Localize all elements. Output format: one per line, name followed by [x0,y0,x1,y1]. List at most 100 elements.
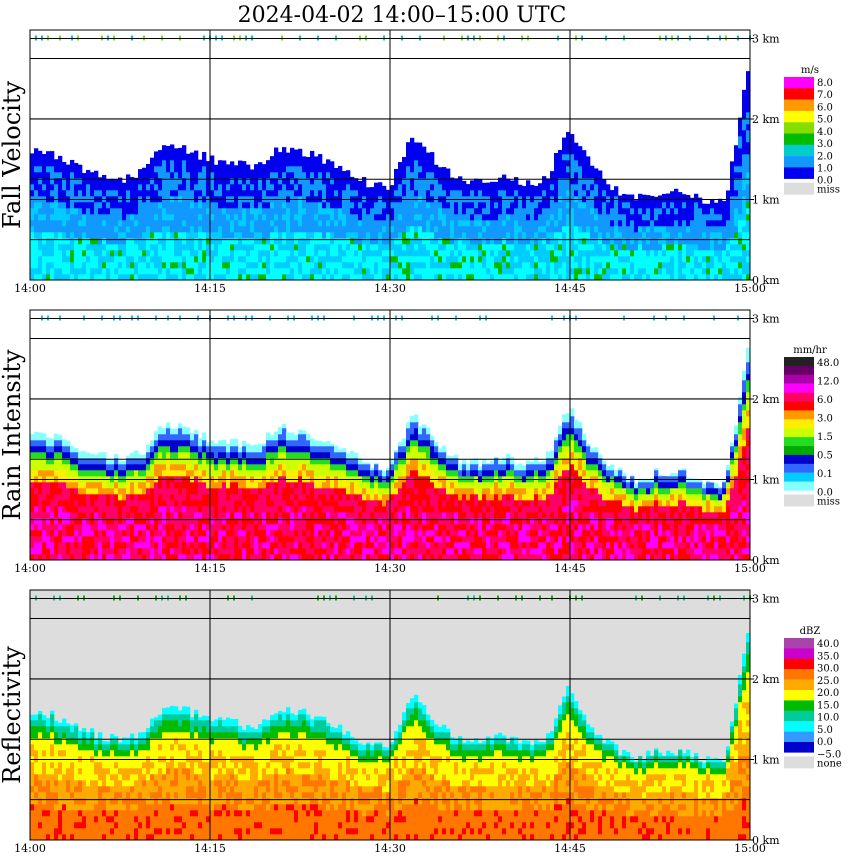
echo-cell [634,268,639,275]
echo-cell [194,429,199,435]
echo-cell [698,226,703,233]
echo-cell [490,232,495,239]
echo-cell [186,446,191,453]
echo-cell [134,178,139,185]
echo-cell [150,530,155,537]
echo-cell [454,262,459,269]
echo-cell [702,244,707,251]
echo-cell [542,176,547,179]
echo-cell [34,548,39,555]
echo-cell [702,232,707,239]
echo-cell [250,536,255,543]
echo-cell [338,172,343,179]
x-tick-label: 14:15 [194,282,226,295]
echo-cell [694,193,699,197]
echo-cell [710,262,715,269]
echo-cell [694,244,699,251]
echo-cell [54,160,59,167]
echo-cell [238,470,243,477]
echo-cell [382,232,387,239]
echo-cell [34,482,39,489]
echo-cell [506,268,511,275]
echo-cell [422,262,427,269]
echo-cell [310,524,315,531]
echo-cell [666,262,671,269]
echo-cell [586,250,591,257]
echo-cell [114,548,119,555]
echo-cell [182,512,187,519]
echo-cell [218,536,223,543]
echo-cell [82,202,87,209]
echo-cell [150,244,155,251]
echo-cell [194,488,199,495]
echo-cell [678,214,683,221]
echo-cell [334,226,339,233]
echo-cell [82,244,87,251]
echo-cell [358,250,363,257]
echo-cell [278,500,283,507]
echo-cell [106,262,111,269]
echo-cell [230,172,235,179]
echo-cell [550,262,555,269]
echo-cell [614,214,619,221]
echo-cell [170,178,175,185]
echo-cell [106,256,111,263]
echo-cell [86,178,91,185]
echo-cell [330,220,335,227]
echo-cell [38,530,43,537]
echo-cell [102,554,107,561]
echo-cell [90,458,95,465]
echo-cell [130,214,135,221]
echo-cell [222,530,227,537]
echo-cell [306,220,311,227]
echo-cell [94,512,99,519]
echo-cell [114,482,119,489]
echo-cell [186,427,191,429]
echo-cell [422,172,427,179]
echo-cell [198,470,203,477]
echo-cell [682,268,687,275]
echo-cell [382,262,387,269]
echo-cell [634,244,639,251]
echo-cell [674,226,679,233]
echo-cell [402,220,407,227]
echo-cell [310,548,315,555]
echo-cell [142,268,147,275]
echo-cell [666,256,671,263]
echo-cell [354,214,359,221]
echo-cell [298,178,303,185]
echo-cell [346,170,351,173]
echo-cell [202,542,207,549]
echo-cell [594,274,599,281]
echo-cell [610,232,615,239]
echo-cell [46,160,51,167]
echo-cell [210,184,215,191]
echo-cell [398,178,403,185]
echo-cell [218,262,223,269]
echo-cell [70,214,75,221]
echo-cell [550,250,555,257]
echo-cell [102,518,107,525]
echo-cell [262,500,267,507]
echo-cell [226,452,231,459]
echo-cell [318,244,323,251]
echo-cell [174,440,179,447]
echo-cell [34,536,39,543]
echo-cell [594,232,599,239]
echo-cell [62,482,67,489]
echo-cell [46,506,51,513]
echo-cell [210,446,215,453]
echo-cell [578,250,583,257]
echo-cell [298,440,303,447]
echo-cell [726,214,731,221]
echo-cell [610,268,615,275]
echo-cell [726,238,731,245]
echo-cell [266,518,271,525]
echo-cell [150,157,155,161]
echo-cell [554,238,559,245]
echo-cell [54,172,59,179]
echo-cell [690,238,695,245]
echo-cell [166,506,171,513]
echo-cell [34,554,39,561]
echo-cell [330,268,335,275]
